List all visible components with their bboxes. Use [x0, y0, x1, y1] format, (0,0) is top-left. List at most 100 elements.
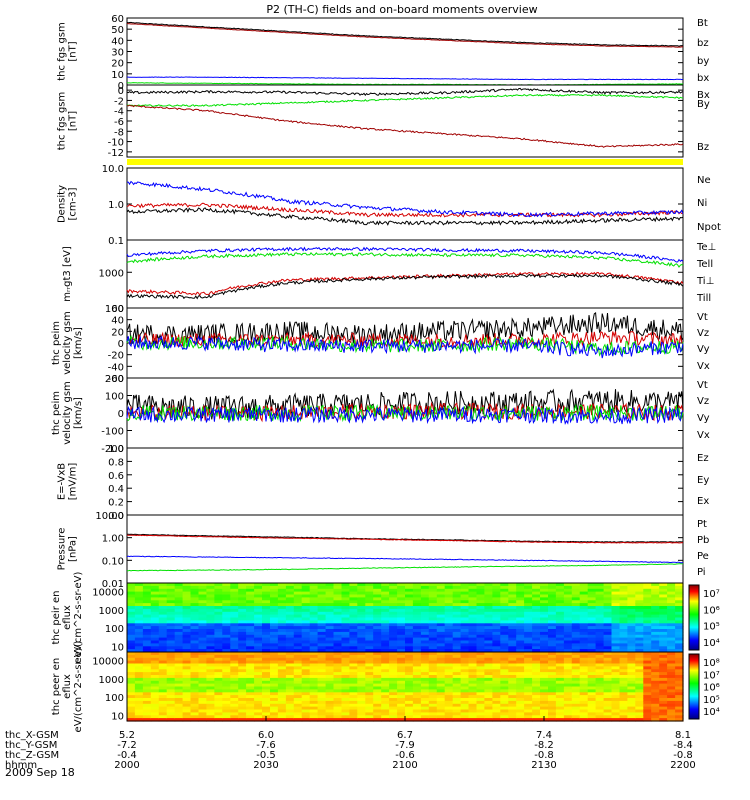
spectrogram-cell [206, 689, 215, 693]
spectrogram-cell [309, 600, 319, 604]
spectrogram-cell [563, 588, 573, 593]
spectrogram-cell [262, 706, 271, 711]
spectrogram-cell [262, 583, 271, 587]
spectrogram-cell [270, 594, 279, 598]
spectrogram-cell [134, 700, 144, 705]
spectrogram-cell [563, 689, 573, 693]
spectrogram-cell [206, 703, 215, 708]
y-tick-label: -4 [114, 107, 124, 118]
spectrogram-cell [436, 718, 446, 722]
spectrogram-cell [500, 629, 509, 633]
spectrogram-cell [214, 677, 223, 682]
spectrogram-cell [142, 606, 152, 610]
spectrogram-cell [587, 692, 597, 696]
spectrogram-cell [397, 588, 406, 593]
spectrogram-cell [158, 698, 168, 702]
spectrogram-cell [357, 689, 366, 693]
spectrogram-cell [238, 698, 247, 702]
spectrogram-cell [333, 629, 342, 633]
spectrogram-cell [277, 634, 287, 639]
spectrogram-cell [365, 597, 374, 601]
spectrogram-cell [262, 623, 271, 627]
spectrogram-cell [158, 606, 168, 610]
spectrogram-cell [532, 585, 541, 590]
spectrogram-cell [349, 675, 358, 679]
spectrogram-cell [548, 626, 557, 630]
spectrogram-cell [452, 683, 462, 688]
spectrogram-cell [627, 611, 636, 616]
spectrogram-cell [381, 672, 390, 676]
spectrogram-cell [468, 637, 477, 642]
spectrogram-cell [587, 666, 597, 670]
spectrogram-cell [492, 600, 501, 604]
spectrogram-cell [476, 608, 485, 613]
spectrogram-cell [571, 606, 581, 610]
spectrogram-cell [397, 597, 406, 601]
spectrogram-cell [270, 698, 279, 702]
y-axis-label: eV/(cm^2-s-sr-eV) [73, 571, 84, 663]
spectrogram-cell [571, 623, 581, 627]
spectrogram-cell [500, 606, 509, 610]
spectrogram-cell [238, 672, 247, 676]
spectrogram-cell [524, 680, 533, 685]
spectrogram-cell [532, 591, 541, 596]
spectrogram-cell [317, 686, 327, 690]
spectrogram-cell [508, 643, 517, 647]
spectrogram-cell [254, 666, 263, 670]
spectrogram-cell [214, 631, 223, 636]
spectrogram-cell [230, 700, 239, 705]
spectrogram-cell [182, 663, 192, 667]
spectrogram-cell [476, 643, 485, 647]
spectrogram-cell [277, 712, 287, 716]
spectrogram-cell [238, 675, 247, 679]
spectrogram-cell [675, 683, 684, 688]
spectrogram-cell [222, 692, 231, 696]
spectrogram-cell [214, 666, 223, 670]
spectrogram-cell [206, 663, 215, 667]
spectrogram-cell [357, 631, 366, 636]
spectrogram-cell [206, 677, 215, 682]
spectrogram-cell [214, 652, 223, 656]
spectrogram-cell [142, 629, 152, 633]
spectrogram-cell [317, 626, 327, 630]
y-axis-label: [nT] [68, 111, 79, 131]
spectrogram-cell [246, 686, 255, 690]
spectrogram-cell [127, 626, 136, 630]
spectrogram-cell [484, 712, 493, 716]
spectrogram-cell [198, 657, 207, 662]
spectrogram-cell [222, 629, 231, 633]
spectrogram-cell [230, 591, 239, 596]
spectrogram-cell [428, 634, 438, 639]
spectrogram-cell [198, 706, 207, 711]
spectrogram-cell [611, 715, 620, 719]
series-line-Pi [126, 555, 684, 564]
spectrogram-cell [516, 634, 525, 639]
spectrogram-cell [222, 617, 231, 621]
spectrogram-cell [540, 617, 549, 621]
spectrogram-cell [492, 588, 501, 593]
spectrogram-cell [325, 692, 335, 696]
spectrogram-cell [214, 675, 223, 679]
spectrogram-cell [373, 660, 382, 665]
spectrogram-cell [277, 591, 287, 596]
spectrogram-cell [532, 654, 541, 659]
spectrogram-cell [365, 594, 374, 598]
spectrogram-cell [476, 709, 485, 713]
spectrogram-cell [659, 646, 668, 650]
spectrogram-cell [611, 689, 620, 693]
spectrogram-cell [563, 652, 573, 656]
spectrogram-cell [134, 663, 144, 667]
spectrogram-cell [579, 643, 589, 647]
y-tick-label: 10.0 [102, 164, 124, 175]
spectrogram-cell [317, 608, 327, 613]
spectrogram-cell [309, 689, 319, 693]
spectrogram-cell [357, 660, 366, 665]
spectrogram-cell [150, 709, 160, 713]
spectrogram-cell [500, 683, 509, 688]
spectrogram-cell [150, 654, 160, 659]
spectrogram-cell [659, 626, 668, 630]
spectrogram-cell [270, 646, 279, 650]
spectrogram-cell [476, 654, 485, 659]
spectrogram-cell [150, 677, 160, 682]
spectrogram-cell [214, 680, 223, 685]
